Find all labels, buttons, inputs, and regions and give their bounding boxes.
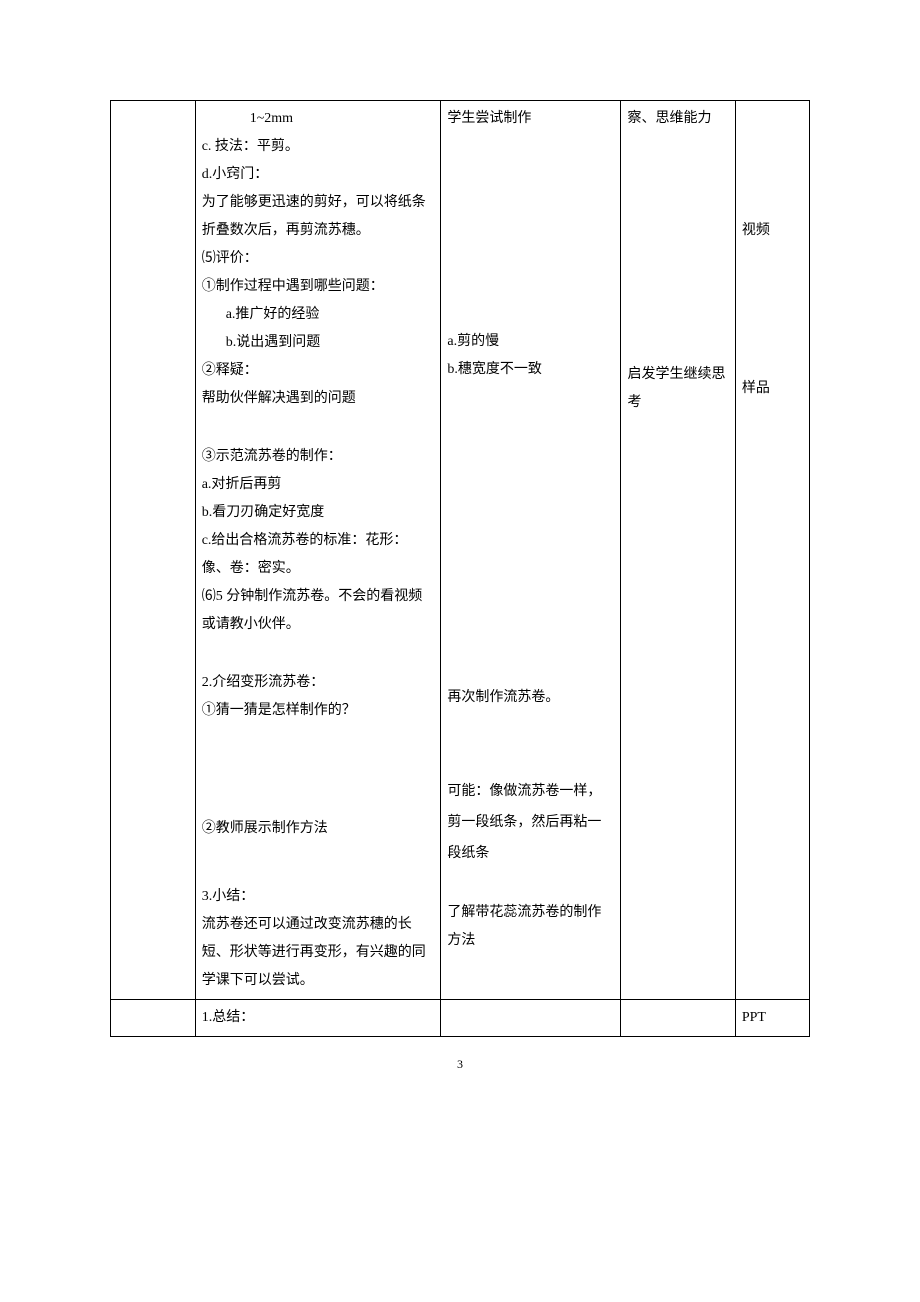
text-line: 1.总结： — [202, 1004, 435, 1032]
text-line: b.穗宽度不一致 — [447, 356, 614, 384]
spacer — [742, 245, 803, 375]
spacer — [447, 384, 614, 684]
text-line: ②释疑： — [202, 357, 435, 385]
spacer — [447, 869, 614, 899]
cell-student-activity: 学生尝试制作 a.剪的慢 b.穗宽度不一致 再次制作流苏卷。 可能：像做流苏卷一… — [441, 101, 621, 1000]
text-line: a.剪的慢 — [447, 328, 614, 356]
text-line: 视频 — [742, 217, 803, 245]
text-line: 3.小结： — [202, 883, 435, 911]
spacer — [742, 105, 803, 217]
spacer — [202, 725, 435, 815]
text-line: 为了能够更迅速的剪好，可以将纸条折叠数次后，再剪流苏穗。 — [202, 189, 435, 245]
cell-intent — [621, 1000, 735, 1037]
text-line: ⑸评价： — [202, 245, 435, 273]
text-line: 察、思维能力 — [627, 105, 728, 133]
text-line: ①制作过程中遇到哪些问题： — [202, 273, 435, 301]
text-line: d.小窍门： — [202, 161, 435, 189]
text-line: c. 技法：平剪。 — [202, 133, 435, 161]
text-line: 样品 — [742, 375, 803, 403]
cell-resource: PPT — [735, 1000, 809, 1037]
spacer — [447, 133, 614, 328]
cell-teacher-activity: 1.总结： — [195, 1000, 441, 1037]
text-line: 帮助伙伴解决遇到的问题 — [202, 385, 435, 413]
text-line: 了解带花蕊流苏卷的制作方法 — [447, 899, 614, 955]
text-line: 再次制作流苏卷。 — [447, 684, 614, 712]
text-line: PPT — [742, 1004, 803, 1032]
cell-stage — [111, 101, 196, 1000]
text-line: a.对折后再剪 — [202, 471, 435, 499]
text-line: b.说出遇到问题 — [202, 329, 435, 357]
lesson-plan-table: 1~2mm c. 技法：平剪。 d.小窍门： 为了能够更迅速的剪好，可以将纸条折… — [110, 100, 810, 1037]
cell-stage — [111, 1000, 196, 1037]
table-row: 1.总结： PPT — [111, 1000, 810, 1037]
text-line: ③示范流苏卷的制作： — [202, 443, 435, 471]
spacer — [202, 639, 435, 669]
text-line: ②教师展示制作方法 — [202, 815, 435, 843]
cell-intent: 察、思维能力 启发学生继续思考 — [621, 101, 735, 1000]
text-line: 启发学生继续思考 — [627, 361, 728, 417]
text-line: 学生尝试制作 — [447, 105, 614, 133]
text-line: ①猜一猜是怎样制作的？ — [202, 697, 435, 725]
text-line: 1~2mm — [202, 105, 435, 133]
text-line: 2.介绍变形流苏卷： — [202, 669, 435, 697]
text-line: ⑹5 分钟制作流苏卷。不会的看视频或请教小伙伴。 — [202, 583, 435, 639]
text-line: 流苏卷还可以通过改变流苏穗的长短、形状等进行再变形，有兴趣的同学课下可以尝试。 — [202, 911, 435, 995]
text-line: c.给出合格流苏卷的标准：花形：像、卷：密实。 — [202, 527, 435, 583]
page-number: 3 — [110, 1057, 810, 1072]
spacer — [202, 843, 435, 883]
spacer — [202, 413, 435, 443]
cell-resource: 视频 样品 — [735, 101, 809, 1000]
table-row: 1~2mm c. 技法：平剪。 d.小窍门： 为了能够更迅速的剪好，可以将纸条折… — [111, 101, 810, 1000]
cell-student-activity — [441, 1000, 621, 1037]
spacer — [447, 712, 614, 777]
text-line: a.推广好的经验 — [202, 301, 435, 329]
text-line: b.看刀刃确定好宽度 — [202, 499, 435, 527]
text-line: 可能：像做流苏卷一样，剪一段纸条，然后再粘一段纸条 — [447, 777, 614, 869]
spacer — [627, 133, 728, 361]
cell-teacher-activity: 1~2mm c. 技法：平剪。 d.小窍门： 为了能够更迅速的剪好，可以将纸条折… — [195, 101, 441, 1000]
